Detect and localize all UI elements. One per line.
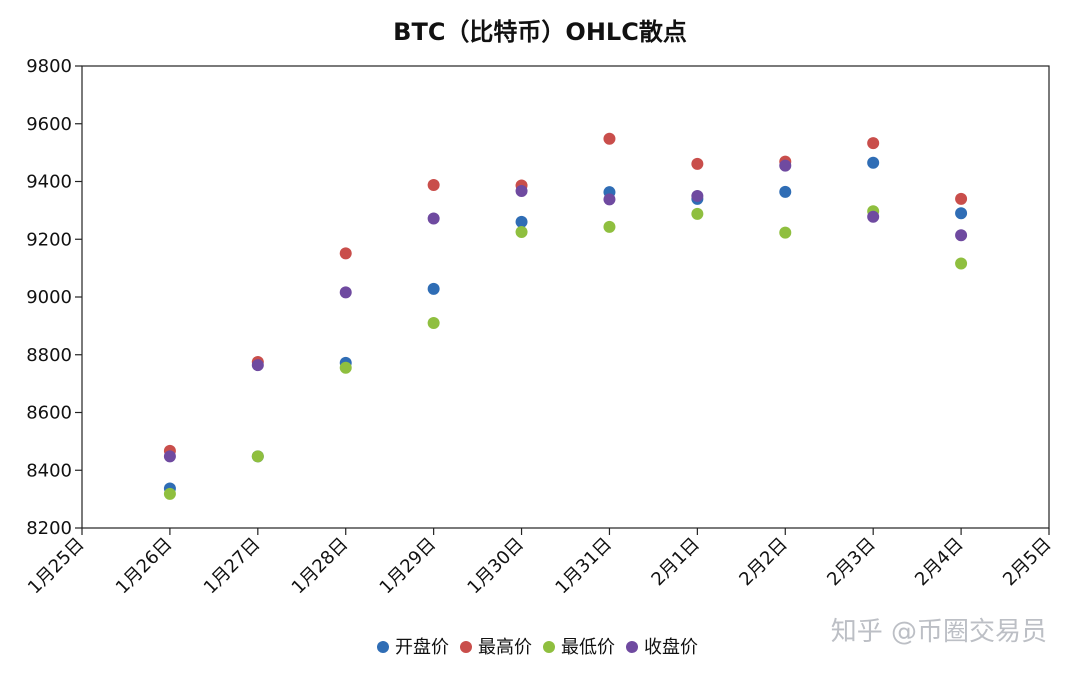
data-point-high	[603, 132, 616, 145]
y-tick-label: 9400	[26, 172, 72, 193]
x-tick-label: 1月25日	[24, 534, 89, 599]
data-point-high	[691, 157, 704, 170]
x-tick-label: 1月27日	[200, 534, 265, 599]
legend-label: 开盘价	[395, 637, 449, 658]
data-point-open	[427, 282, 440, 295]
data-point-low	[163, 487, 176, 500]
x-tick-label: 2月5日	[999, 534, 1056, 591]
data-point-low	[515, 226, 528, 239]
x-tick-label: 1月26日	[112, 534, 177, 599]
legend-marker	[460, 641, 472, 653]
data-point-low	[251, 450, 264, 463]
data-point-low	[955, 257, 968, 270]
data-point-close	[163, 450, 176, 463]
data-point-open	[867, 156, 880, 169]
y-tick-label: 9200	[26, 229, 72, 250]
y-tick-label: 8200	[26, 518, 72, 539]
y-tick-label: 9800	[26, 56, 72, 77]
y-tick-label: 8400	[26, 460, 72, 481]
y-tick-label: 9000	[26, 287, 72, 308]
data-point-low	[603, 220, 616, 233]
data-point-close	[603, 193, 616, 206]
legend: 开盘价 最高价 最低价 收盘价	[377, 637, 698, 658]
data-point-open	[955, 207, 968, 220]
data-point-open	[515, 215, 528, 228]
data-point-open	[779, 185, 792, 198]
data-point-high	[867, 137, 880, 150]
x-tick-label: 2月1日	[647, 534, 704, 591]
x-tick-label: 2月4日	[911, 534, 968, 591]
data-point-low	[779, 226, 792, 239]
data-point-low	[691, 207, 704, 220]
y-axis: 8200 8400 8600 8800 9000 9200 9400 9600 9800	[26, 56, 82, 539]
x-tick-label: 1月30日	[463, 534, 528, 599]
legend-label: 收盘价	[644, 637, 698, 658]
data-point-close	[779, 159, 792, 172]
y-tick-label: 8600	[26, 403, 72, 424]
data-point-close	[515, 185, 528, 198]
data-point-close	[955, 229, 968, 242]
data-point-close	[691, 189, 704, 202]
legend-marker	[543, 641, 555, 653]
legend-marker	[626, 641, 638, 653]
legend-marker	[377, 641, 389, 653]
x-tick-label: 1月28日	[288, 534, 353, 599]
data-point-close	[867, 210, 880, 223]
x-axis: 1月25日 1月26日 1月27日 1月28日 1月29日 1月30日 1月31日 2月1日 2…	[24, 528, 1056, 598]
y-tick-label: 8800	[26, 345, 72, 366]
data-point-close	[427, 212, 440, 225]
data-point-close	[339, 286, 352, 299]
plot-area	[81, 65, 1050, 529]
chart-title: BTC（比特币）OHLC散点	[393, 18, 687, 46]
data-point-high	[339, 247, 352, 260]
data-point-low	[339, 361, 352, 374]
data-point-high	[427, 178, 440, 191]
x-tick-label: 2月2日	[735, 534, 792, 591]
scatter-points	[163, 132, 968, 500]
data-point-high	[955, 192, 968, 205]
x-tick-label: 1月31日	[551, 534, 616, 599]
data-point-close	[251, 359, 264, 372]
data-point-low	[427, 316, 440, 329]
watermark-text: 知乎 @币圈交易员	[831, 617, 1047, 647]
x-tick-label: 2月3日	[823, 534, 880, 591]
y-tick-label: 9600	[26, 114, 72, 135]
legend-label: 最高价	[478, 637, 532, 658]
legend-label: 最低价	[561, 637, 615, 658]
x-tick-label: 1月29日	[376, 534, 441, 599]
